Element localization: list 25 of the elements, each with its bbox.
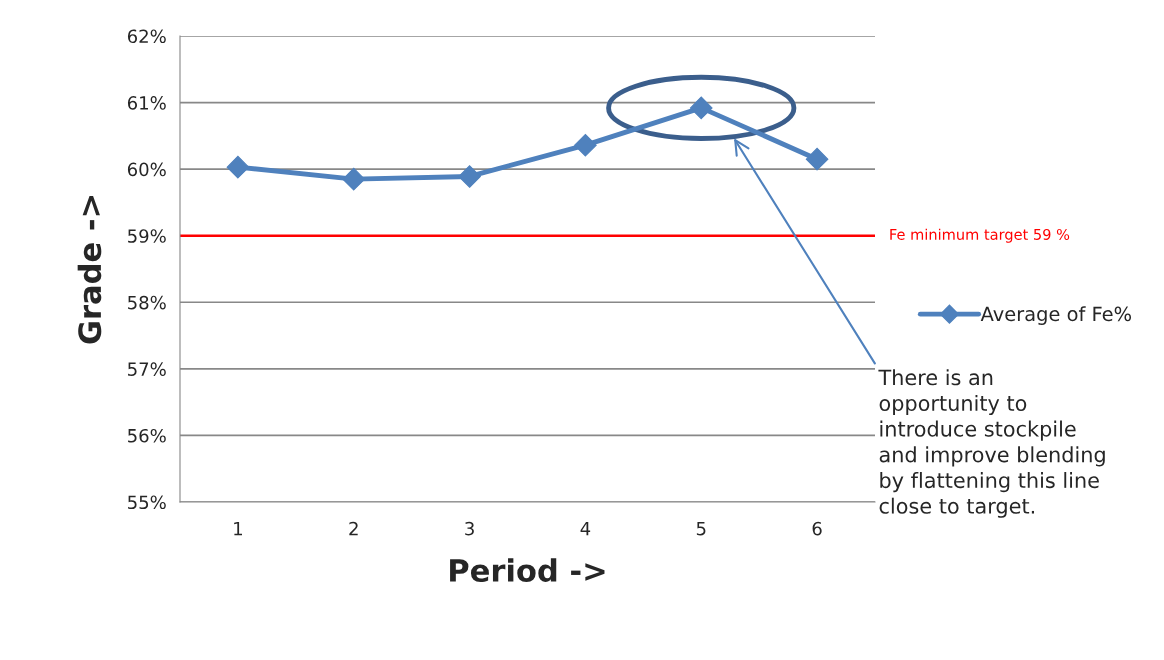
y-tick-label: 59% <box>128 229 166 243</box>
x-tick-label: 3 <box>465 521 474 536</box>
x-tick-label: 1 <box>234 522 242 536</box>
ref-line-label: Fe minimum target 59 % <box>890 228 1070 243</box>
point <box>458 165 481 188</box>
y-tick-label: 58% <box>128 295 166 310</box>
y-tick-label: 57% <box>128 362 166 376</box>
point <box>805 147 829 171</box>
x-tick-label: 2 <box>349 521 358 536</box>
y-axis-title: Grade -> <box>77 196 102 344</box>
point <box>226 155 250 179</box>
x-tick-label: 4 <box>580 522 591 536</box>
point <box>342 167 366 191</box>
y-tick-label: 56% <box>128 428 166 443</box>
x-axis-title: Period -> <box>450 558 605 583</box>
legend-label: Average of Fe% <box>980 306 1132 326</box>
y-tick-label: 61% <box>127 96 166 110</box>
point <box>574 133 597 157</box>
y-tick-label: 62% <box>127 29 166 44</box>
x-tick-label: 5 <box>696 522 706 536</box>
x-tick-label: 6 <box>812 521 822 536</box>
y-tick-label: 55% <box>128 495 166 510</box>
y-tick-label: 60% <box>127 162 166 177</box>
point <box>689 96 713 120</box>
text: There is an opportunity to introduce stockpile and improve blending by flattening this line close to target. <box>878 369 1105 518</box>
